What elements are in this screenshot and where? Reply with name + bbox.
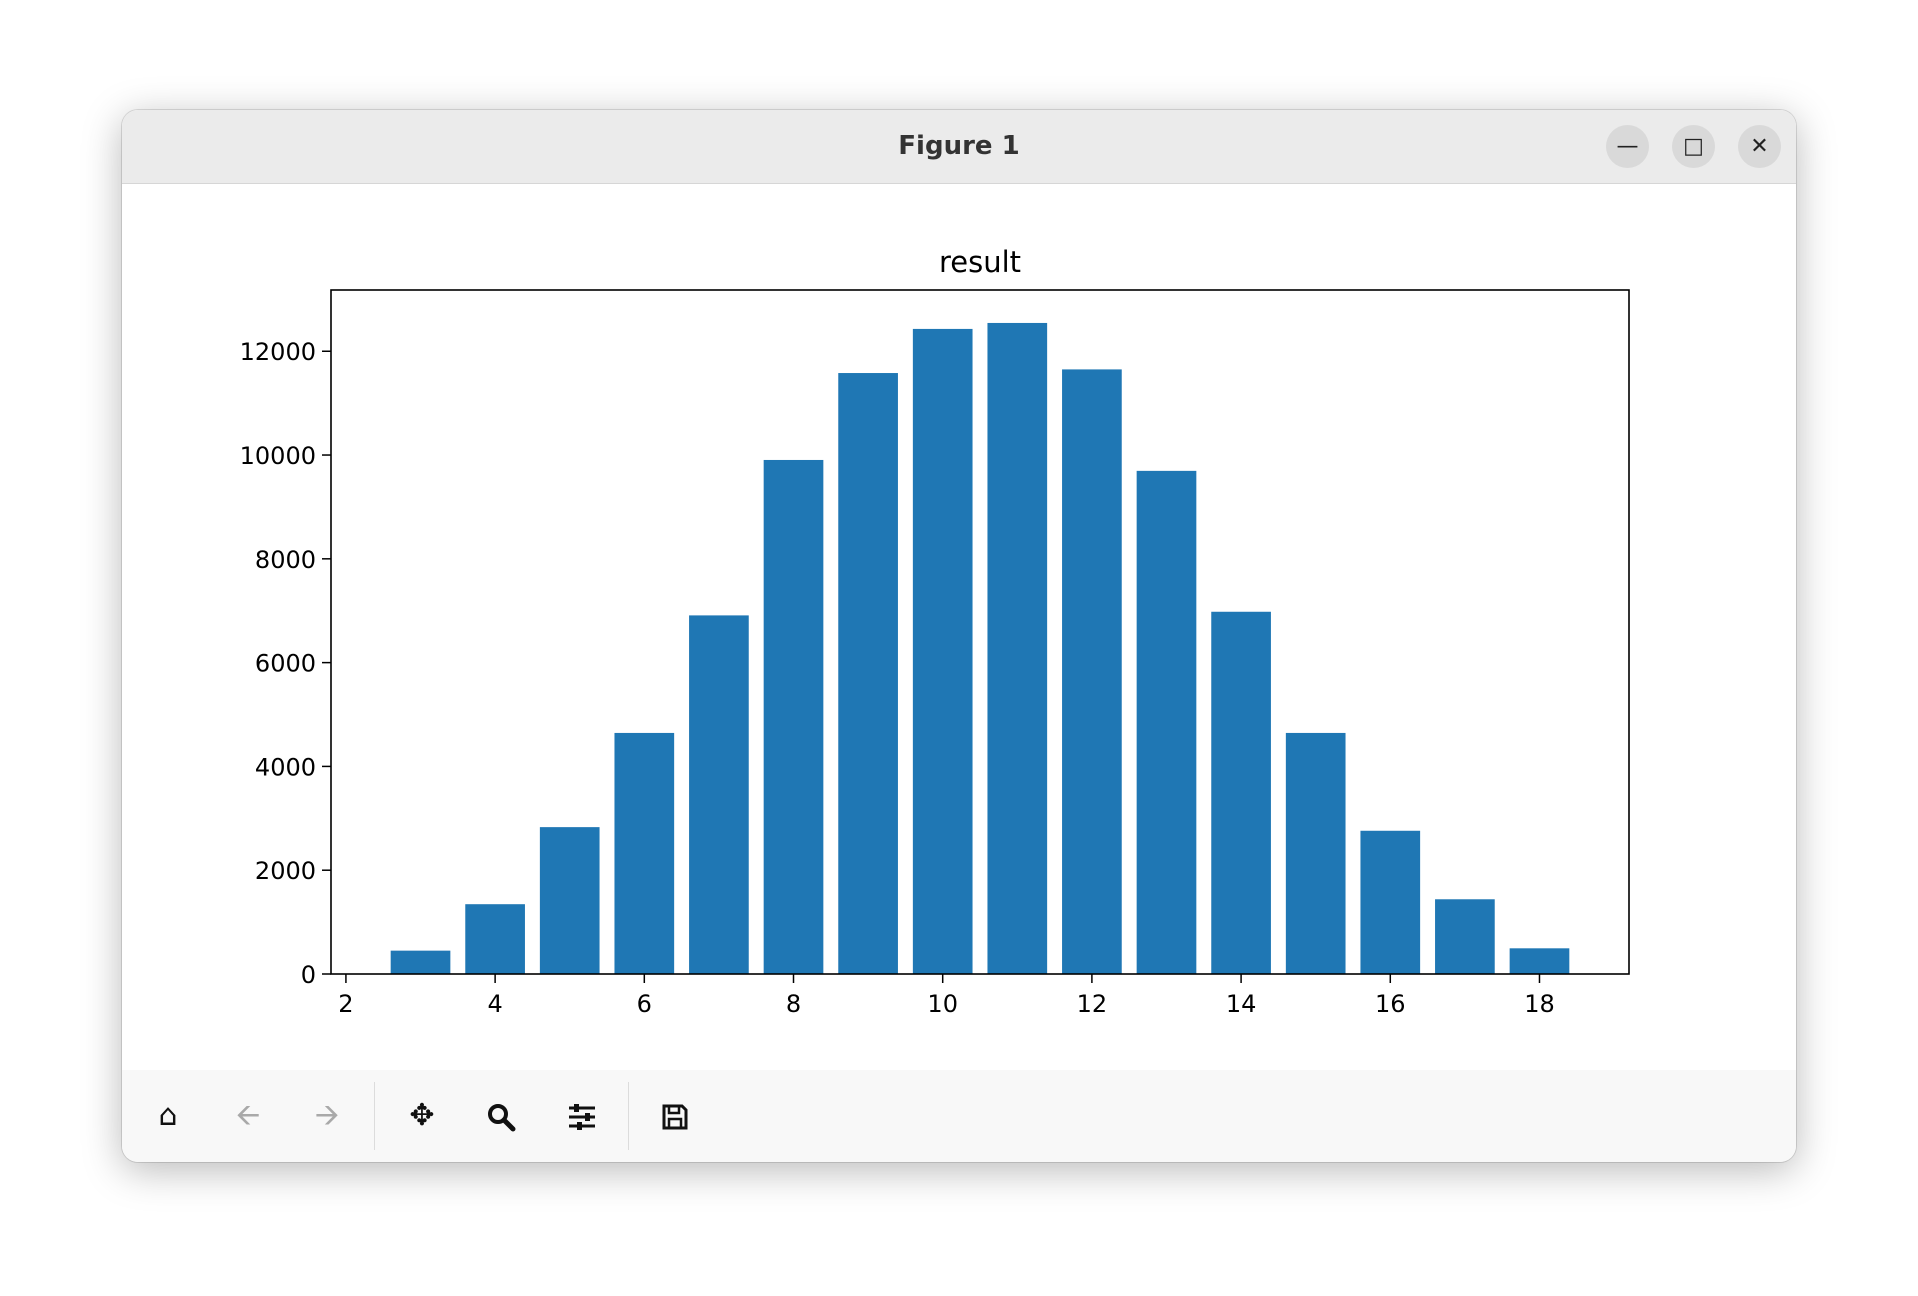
bar-10	[912, 328, 973, 974]
y-tick-label: 12000	[240, 338, 316, 366]
bar-17	[1435, 899, 1495, 974]
minimize-button[interactable]: —	[1606, 125, 1649, 168]
maximize-icon: □	[1683, 134, 1704, 159]
bar-9	[838, 373, 898, 974]
bar-chart: result 2 4 6 8 10 12 14 16 18 0 2000 4000 6000 8000 10…	[240, 245, 1630, 1018]
home-button[interactable]: ⌂	[144, 1092, 192, 1140]
y-tick-label: 4000	[255, 753, 316, 781]
save-button[interactable]	[651, 1092, 699, 1140]
home-icon: ⌂	[158, 1098, 178, 1133]
x-tick-label: 4	[487, 990, 502, 1018]
axes-frame	[330, 289, 1630, 975]
close-button[interactable]: ✕	[1738, 125, 1781, 168]
forward-icon: 🡪	[314, 1098, 340, 1133]
x-tick-label: 6	[637, 990, 652, 1018]
title-bar[interactable]: Figure 1 — □ ✕	[122, 110, 1796, 184]
x-tick-label: 8	[786, 990, 801, 1018]
figure-window: Figure 1 — □ ✕ result 2 4 6 8 10 12 14 16 18 0 200…	[122, 110, 1796, 1162]
bar-6	[614, 732, 675, 974]
x-tick-label: 18	[1524, 990, 1555, 1018]
pan-icon: ✥	[409, 1098, 435, 1133]
y-tick-label: 8000	[255, 546, 316, 574]
x-tick-label: 10	[927, 990, 958, 1018]
back-icon: 🡨	[235, 1098, 261, 1133]
x-tick-label: 16	[1375, 990, 1406, 1018]
bar-13	[1136, 470, 1197, 974]
bar-11	[987, 322, 1048, 974]
bar-12	[1062, 369, 1122, 975]
bar-5	[539, 827, 600, 974]
x-tick-label: 2	[338, 990, 353, 1018]
configure-subplots-button[interactable]	[558, 1092, 606, 1140]
navigation-toolbar: ⌂ 🡨 🡪 ✥	[122, 1070, 1796, 1162]
y-tick-label: 2000	[255, 857, 316, 885]
x-tick-label: 14	[1226, 990, 1257, 1018]
back-button[interactable]: 🡨	[224, 1092, 272, 1140]
configure-subplots-icon	[569, 1103, 595, 1130]
pan-button[interactable]: ✥	[398, 1092, 446, 1140]
zoom-icon	[488, 1103, 516, 1131]
save-icon	[662, 1104, 688, 1129]
window-title: Figure 1	[898, 131, 1020, 161]
bar-7	[689, 615, 749, 974]
bar-4	[465, 904, 525, 974]
bar-14	[1211, 611, 1271, 974]
y-tick-label: 6000	[255, 650, 316, 678]
bar-3	[390, 950, 451, 974]
chart-title: result	[939, 245, 1021, 279]
toolbar-separator	[628, 1082, 629, 1150]
minimize-icon: —	[1616, 134, 1639, 159]
maximize-button[interactable]: □	[1672, 125, 1715, 168]
close-icon: ✕	[1750, 134, 1769, 159]
zoom-button[interactable]	[477, 1092, 525, 1140]
toolbar-separator	[374, 1082, 375, 1150]
bar-8	[763, 459, 824, 975]
y-tick-label: 0	[301, 961, 316, 989]
bar-16	[1360, 830, 1421, 974]
forward-button[interactable]: 🡪	[303, 1092, 351, 1140]
bar-18	[1509, 948, 1570, 974]
x-tick-label: 12	[1077, 990, 1108, 1018]
y-tick-label: 10000	[240, 442, 316, 470]
bar-15	[1285, 732, 1346, 974]
